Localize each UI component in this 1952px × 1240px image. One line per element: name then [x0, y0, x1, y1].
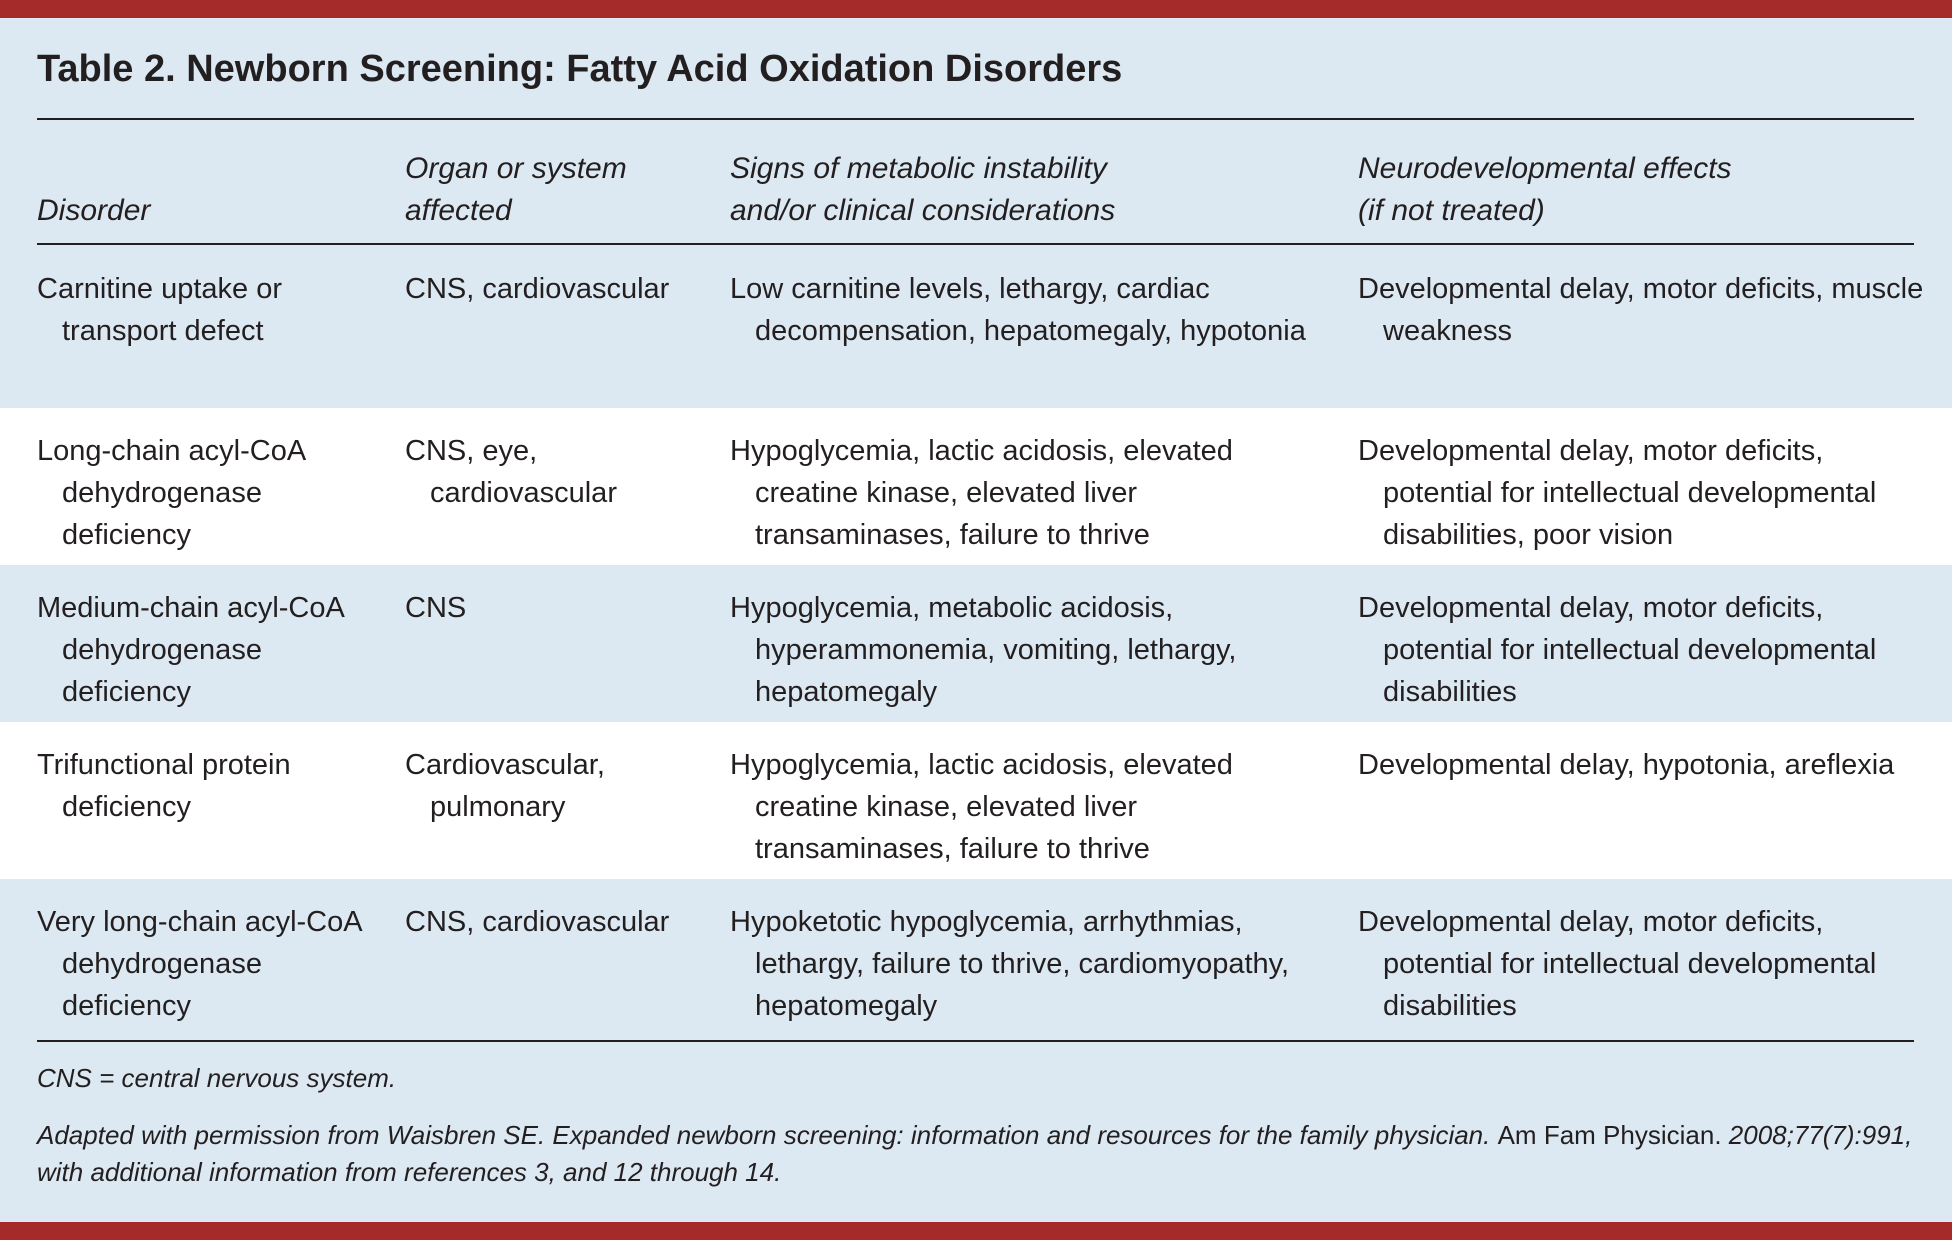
table-cell: Hypoketotic hypoglycemia, arrhythmias, l…	[730, 906, 1290, 1022]
rule	[37, 1040, 1914, 1042]
header-line: affected	[405, 194, 512, 227]
table-cell: Carnitine uptake or transport defect	[37, 273, 283, 347]
header-cell: Organ or system affected	[405, 148, 627, 232]
header-line: Disorder	[37, 194, 151, 227]
table-row: Very long-chain acyl-CoA dehydrogenase d…	[0, 879, 1952, 1043]
header-line: Neurodevelopmental effects	[1358, 152, 1732, 185]
header-line: Organ or system	[405, 152, 627, 185]
table-cell: Developmental delay, motor deficits, pot…	[1358, 592, 1877, 708]
top-bar	[0, 0, 1952, 18]
table-cell: Hypoglycemia, metabolic acidosis, hypera…	[730, 592, 1237, 708]
rule	[37, 118, 1914, 120]
table-title: Table 2. Newborn Screening: Fatty Acid O…	[37, 48, 1123, 90]
table-cell: CNS, eye, cardiovascular	[405, 435, 617, 509]
source-note: Adapted with permission from Waisbren SE…	[37, 1117, 1917, 1191]
table-cell: CNS, cardiovascular	[405, 906, 670, 938]
header-line: (if not treated)	[1358, 194, 1545, 227]
header-cell: Disorder	[37, 190, 150, 232]
table-row: Trifunctional protein deficiency Cardiova…	[0, 722, 1952, 879]
table-row: Long-chain acyl-CoA dehydrogenase defici…	[0, 408, 1952, 565]
journal: Am Fam Physician.	[1497, 1120, 1722, 1150]
table-cell: Low carnitine levels, lethargy, cardiac …	[730, 273, 1306, 347]
table-cell: Trifunctional protein deficiency	[37, 749, 291, 823]
table-cell: Developmental delay, motor deficits, pot…	[1358, 906, 1877, 1022]
table-cell: Developmental delay, motor deficits, pot…	[1358, 435, 1877, 551]
table-cell: Developmental delay, hypotonia, areflexi…	[1358, 749, 1895, 781]
rule	[37, 243, 1914, 245]
header-cell: Signs of metabolic instability and/or cli…	[730, 148, 1115, 232]
table-body: Carnitine uptake or transport defect CNS,…	[0, 246, 1952, 1043]
header-line: Signs of metabolic instability	[730, 152, 1107, 185]
table-cell: CNS	[405, 592, 467, 624]
table-cell: Medium-chain acyl-CoA dehydrogenase defi…	[37, 592, 344, 708]
table-cell: Hypoglycemia, lactic acidosis, elevated …	[730, 749, 1233, 865]
footnote: CNS = central nervous system.	[37, 1063, 397, 1093]
source-text: 2008;77(7):991, with additional informat…	[37, 1120, 1913, 1187]
table-cell: CNS, cardiovascular	[405, 273, 670, 305]
table-cell: Long-chain acyl-CoA dehydrogenase defici…	[37, 435, 305, 551]
table-cell: Developmental delay, motor deficits, mus…	[1358, 273, 1924, 347]
table-row: Carnitine uptake or transport defect CNS,…	[0, 246, 1952, 408]
header-line: and/or clinical considerations	[730, 194, 1116, 227]
table-cell: Hypoglycemia, lactic acidosis, elevated …	[730, 435, 1233, 551]
source-text: Adapted with permission from Waisbren SE…	[37, 1120, 1491, 1150]
table-cell: Cardiovascular, pulmonary	[405, 749, 605, 823]
bottom-bar	[0, 1222, 1952, 1240]
table-cell: Very long-chain acyl-CoA dehydrogenase d…	[37, 906, 361, 1022]
table-header: Disorder Organ or system affected Signs of …	[0, 122, 1952, 244]
table-row: Medium-chain acyl-CoA dehydrogenase defi…	[0, 565, 1952, 722]
header-cell: Neurodevelopmental effects (if not treate…	[1358, 148, 1732, 232]
